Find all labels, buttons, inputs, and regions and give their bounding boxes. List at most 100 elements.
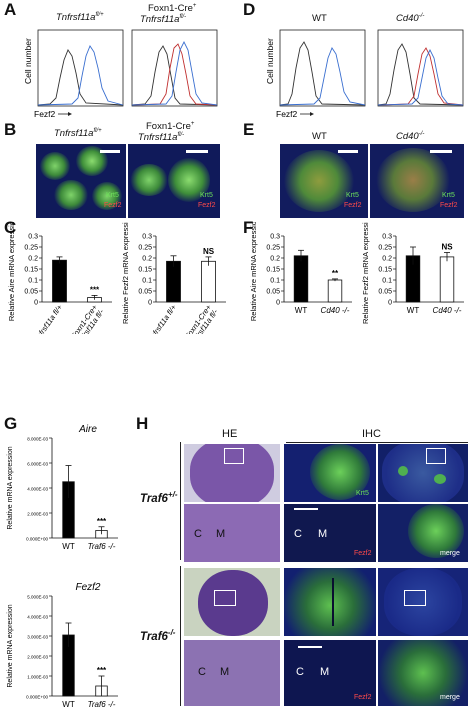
- x-category-label: Tnfrsf11a fl/+: [32, 302, 65, 334]
- micrograph-b-cko: Krt5 Fezf2: [128, 144, 220, 218]
- histogram-a1: [37, 29, 124, 107]
- ihc-krt5-ko: [284, 568, 376, 636]
- stain-label-fezf2: Fezf2: [354, 550, 372, 557]
- y-tick-label: 1.000E-03: [27, 675, 48, 680]
- x-category-label: Cd40 -/-: [433, 306, 462, 315]
- ihc-header: IHC: [362, 428, 381, 440]
- scale-bar: [298, 646, 322, 648]
- y-axis-label: Relative Fezf2 mRNA expression: [361, 222, 370, 324]
- micrograph-e-wt: Krt5 Fezf2: [280, 144, 368, 218]
- bar: [439, 256, 455, 303]
- he-overview-het: [184, 444, 280, 502]
- x-category-label: Cd40 -/-: [321, 306, 350, 315]
- row1-bracket-line: [180, 442, 181, 560]
- y-tick-label: 0.05: [24, 289, 38, 296]
- panel-d-histograms: Cell number Fezf2: [265, 29, 464, 119]
- y-tick-label: 6.000E-03: [27, 462, 48, 467]
- panel-a-col1-label: Tnfrsf11afl/+: [56, 12, 104, 24]
- y-tick-label: 0.15: [378, 267, 392, 274]
- row1-genotype: Traf6+/-: [140, 490, 178, 505]
- scale-bar: [294, 508, 318, 510]
- row2-genotype: Traf6-/-: [140, 628, 176, 643]
- y-tick-label: 0.25: [266, 245, 280, 252]
- stain-label-fezf2: Fezf2: [344, 202, 362, 209]
- y-tick-label: 0.05: [266, 289, 280, 296]
- ihc-fezf2-het: C M Fezf2: [284, 504, 376, 562]
- x-category-label: Tnfrsf11a fl/+: [146, 302, 179, 334]
- bar: [201, 260, 216, 303]
- y-tick-label: 0.15: [138, 267, 152, 274]
- panel-d-ylabel: Cell number: [265, 38, 275, 84]
- y-tick-label: 0.2: [28, 256, 38, 263]
- y-tick-label: 0.1: [382, 278, 392, 285]
- y-tick-label: 0.1: [28, 278, 38, 285]
- he-overview-ko: [184, 568, 280, 636]
- scale-bar: [338, 150, 358, 153]
- y-tick-label: 3.000E-03: [27, 635, 48, 640]
- panel-a-ylabel: Cell number: [23, 38, 33, 84]
- stain-label-krt5: Krt5: [106, 192, 119, 199]
- y-tick-label: 0.3: [382, 234, 392, 241]
- panel-b-col1-label: Tnfrsf11afl/+: [54, 128, 102, 140]
- x-category-label: Traf6 -/-: [88, 700, 116, 709]
- x-category-label: WT: [62, 700, 75, 709]
- y-tick-label: 0.000E+00: [26, 537, 48, 542]
- significance-label: ***: [97, 666, 107, 675]
- cortex-label: C: [198, 666, 206, 678]
- panel-d-col1-label: WT: [312, 13, 327, 24]
- ihc-krt5-het: Krt5: [284, 444, 376, 502]
- y-axis-label: Relative mRNA expression: [7, 604, 14, 687]
- scale-bar: [430, 150, 452, 153]
- x-category-label-line: Tnfrsf11a fl/+: [146, 302, 179, 334]
- panel-label-g: G: [4, 414, 18, 433]
- panel-label-e: E: [243, 120, 255, 139]
- stain-label-fezf2: Fezf2: [354, 694, 372, 701]
- zoom-box: [426, 448, 446, 464]
- he-zoom-het: C M: [184, 504, 280, 562]
- panel-e-col2-label: Cd40-/-: [396, 131, 425, 143]
- panel-a-col2-label-line1: Foxn1-Cre+: [148, 3, 197, 15]
- bar: [166, 260, 181, 303]
- ihc-overview-ko: [378, 568, 468, 636]
- panels-c-f-charts: Relative Aire mRNA expression 0 0.05 0.1 0.1…: [7, 222, 464, 334]
- y-tick-label: 0.1: [142, 278, 152, 285]
- histogram-d2: [377, 29, 464, 107]
- y-tick-label: 4.000E-03: [27, 487, 48, 492]
- y-tick-label: 2.000E-03: [27, 512, 48, 517]
- x-category-label: Foxn1-Cre+Tnfrsf11a fl/-: [68, 302, 106, 334]
- panel-g-charts: Aire Relative mRNA expression 0.000E+00 2.0…: [7, 424, 118, 709]
- zoom-box: [404, 590, 426, 606]
- significance-label: ***: [97, 517, 107, 526]
- panel-d-xlabel: Fezf2: [276, 109, 298, 119]
- y-tick-label: 0: [34, 300, 38, 307]
- panel-label-a: A: [4, 0, 17, 19]
- scale-bar: [100, 150, 120, 153]
- y-tick-label: 4.000E-03: [27, 615, 48, 620]
- x-category-label: Foxn1-Cre+Tnfrsf11a fl/-: [182, 302, 220, 334]
- y-tick-label: 0: [276, 300, 280, 307]
- y-axis-label: Relative Aire mRNA expression: [7, 222, 16, 321]
- panel-label-b: B: [4, 120, 17, 139]
- significance-label: ***: [90, 285, 100, 294]
- histogram-a2: [131, 29, 218, 107]
- medulla-label: M: [320, 666, 330, 678]
- stain-label-krt5: Krt5: [346, 192, 359, 199]
- y-tick-label: 0.3: [142, 234, 152, 241]
- y-tick-label: 0.1: [270, 278, 280, 285]
- chart-title-aire: Aire: [78, 424, 97, 435]
- stain-label-merge: merge: [440, 550, 460, 557]
- x-category-label: Traf6 -/-: [88, 542, 116, 551]
- y-tick-label: 0.25: [138, 245, 152, 252]
- y-tick-label: 0.15: [24, 267, 38, 274]
- ihc-merge-ko: merge: [378, 640, 468, 706]
- panel-label-d: D: [243, 0, 256, 19]
- significance-label: **: [332, 269, 339, 278]
- zoom-box: [224, 448, 244, 464]
- panel-b-col2-label-line1: Foxn1-Cre+: [146, 121, 195, 133]
- y-tick-label: 8.000E-03: [27, 437, 48, 442]
- y-tick-label: 0: [388, 300, 392, 307]
- y-tick-label: 0.05: [138, 289, 152, 296]
- micrograph-e-cd40: Krt5 Fezf2: [370, 144, 464, 218]
- panel-label-f: F: [243, 218, 254, 237]
- x-category-label-line: Tnfrsf11a fl/+: [32, 302, 65, 334]
